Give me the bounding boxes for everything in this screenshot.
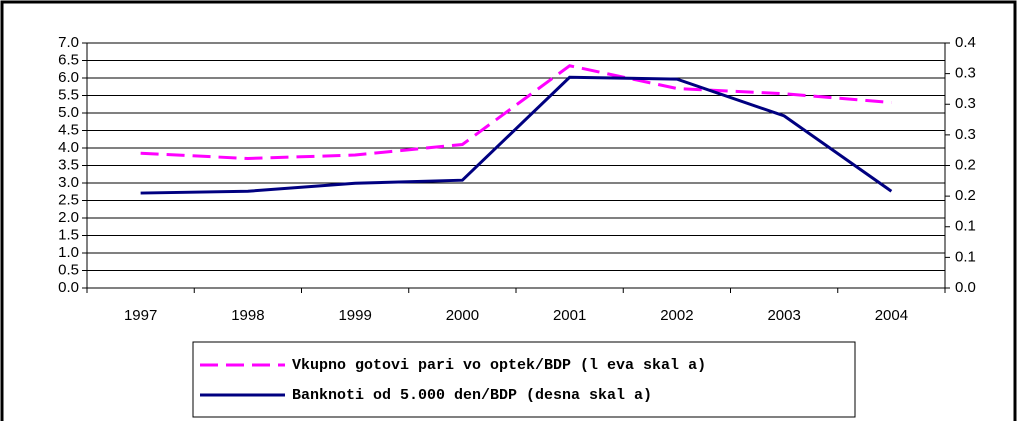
y2-tick-label: 0.1	[955, 218, 976, 235]
y-tick-label: 1.5	[58, 226, 79, 243]
y2-tick-label: 0.3	[955, 126, 976, 143]
y-tick-label: 7.0	[58, 34, 79, 51]
x-tick-label: 2001	[553, 307, 586, 324]
y2-tick-label: 0.2	[955, 156, 976, 173]
y-tick-label: 2.5	[58, 191, 79, 208]
y2-tick-label: 0.2	[955, 187, 976, 204]
y-tick-label: 1.0	[58, 244, 79, 261]
series-line	[140, 75, 893, 195]
y-tick-label: 4.0	[58, 139, 79, 156]
x-tick-label: 2004	[875, 307, 908, 324]
y2-tick-label: 0.1	[955, 248, 976, 265]
x-tick-label: 2000	[446, 307, 479, 324]
y-tick-label: 0.0	[58, 279, 79, 296]
y-tick-label: 5.0	[58, 104, 79, 121]
x-tick-label: 2003	[767, 307, 800, 324]
y-tick-label: 6.0	[58, 69, 79, 86]
y-tick-label: 3.5	[58, 156, 79, 173]
series-line	[140, 64, 892, 161]
x-tick-label: 1997	[124, 307, 157, 324]
y-tick-label: 0.5	[58, 261, 79, 278]
y2-tick-label: 0.0	[955, 279, 976, 296]
x-tick-label: 1999	[338, 307, 371, 324]
x-tick-label: 2002	[660, 307, 693, 324]
y2-tick-label: 0.3	[955, 65, 976, 82]
y-tick-label: 5.5	[58, 86, 79, 103]
y2-tick-label: 0.3	[955, 95, 976, 112]
legend-box	[192, 341, 856, 418]
y-tick-label: 6.5	[58, 51, 79, 68]
legend-label: Banknoti od 5.000 den/BDP (desna skal a)	[292, 387, 652, 404]
y-tick-label: 4.5	[58, 121, 79, 138]
x-tick-label: 1998	[231, 307, 264, 324]
y-tick-label: 2.0	[58, 209, 79, 226]
y2-tick-label: 0.4	[955, 34, 976, 51]
y-tick-label: 3.0	[58, 174, 79, 191]
legend-label: Vkupno gotovi pari vo optek/BDP (l eva s…	[292, 357, 706, 374]
